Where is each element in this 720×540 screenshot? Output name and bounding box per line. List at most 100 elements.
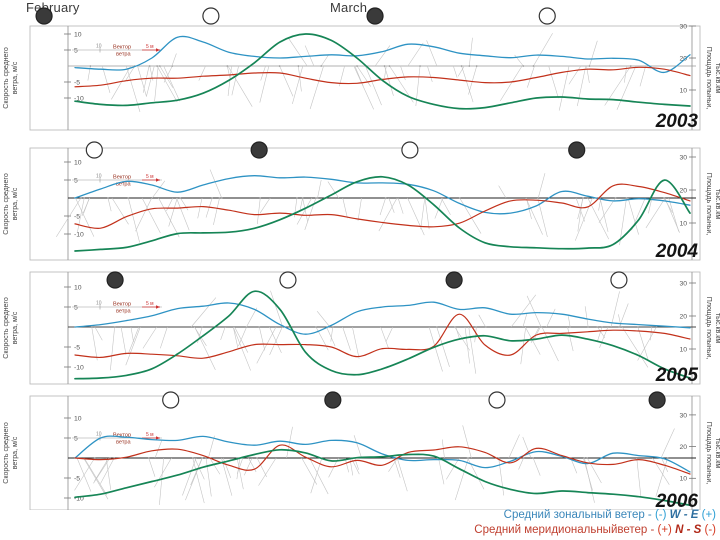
right-axis-label-line2: тыс.кв.км bbox=[714, 313, 720, 343]
new-moon-icon bbox=[324, 391, 342, 409]
wind-tick-label: 5 bbox=[74, 177, 78, 184]
wind-vector-hairlines bbox=[74, 425, 675, 505]
year-label-2003: 2003 bbox=[655, 111, 699, 132]
legend-zonal-sign-pos: (+) bbox=[701, 509, 716, 521]
full-moon-icon bbox=[162, 391, 180, 409]
left-axis-label-line1: Скорость среднего bbox=[3, 173, 10, 235]
wind-vector-hairlines bbox=[56, 169, 680, 246]
vector-legend-label: Вектор bbox=[113, 433, 131, 439]
zonal-wind-line bbox=[74, 301, 691, 335]
panel-frame bbox=[29, 25, 701, 131]
vector-legend-label2: ветра bbox=[116, 309, 132, 315]
polynya-area-line bbox=[74, 175, 691, 252]
full-moon-icon bbox=[538, 7, 556, 25]
panel-frame bbox=[29, 147, 701, 261]
right-axis-label-line2: тыс.кв.км bbox=[714, 438, 720, 468]
right-axis-label-line1: Площадь полыньи, bbox=[705, 297, 712, 359]
vector-legend-tick: 10 bbox=[96, 432, 102, 438]
panel-frame bbox=[29, 395, 701, 510]
legend-merid-text: Средний меридиональныйветер - bbox=[474, 524, 658, 536]
month-label-march: March bbox=[330, 0, 368, 15]
wind-tick-label: 5 bbox=[74, 435, 78, 442]
wind-tick-label: -10 bbox=[74, 364, 84, 371]
meridional-wind-line bbox=[74, 444, 691, 475]
full-moon-icon bbox=[202, 7, 220, 25]
full-moon-icon bbox=[401, 141, 419, 159]
vector-legend-label: Вектор bbox=[113, 302, 131, 308]
left-axis-label-line2: ветра, м/с bbox=[12, 61, 19, 94]
vector-legend-label2: ветра bbox=[116, 440, 132, 446]
legend-merid-sign-pos: (+) bbox=[657, 524, 672, 536]
vector-legend-tick: 10 bbox=[96, 301, 102, 307]
vector-legend-tick: 10 bbox=[96, 174, 102, 180]
area-tick-label: 20 bbox=[679, 444, 687, 451]
year-label-2004: 2004 bbox=[655, 241, 699, 262]
full-moon-icon bbox=[488, 391, 506, 409]
vector-legend-label2: ветра bbox=[116, 182, 132, 188]
legend-zonal-sign-neg: (-) bbox=[654, 509, 667, 521]
legend-zonal-directions: W - E bbox=[669, 509, 699, 521]
wind-tick-label: -10 bbox=[74, 95, 84, 102]
wind-tick-label: 10 bbox=[74, 159, 82, 166]
wind-tick-label: 5 bbox=[74, 304, 78, 311]
meridional-wind-line bbox=[74, 313, 691, 359]
legend-zonal-text: Средний зональный ветер - bbox=[503, 509, 655, 521]
new-moon-icon bbox=[106, 271, 124, 289]
year-label-2006: 2006 bbox=[655, 491, 699, 510]
full-moon-icon bbox=[85, 141, 103, 159]
area-tick-label: 20 bbox=[679, 313, 687, 320]
polynya-area-line bbox=[74, 448, 691, 507]
area-tick-label: 30 bbox=[679, 23, 687, 30]
vector-legend-tick: 10 bbox=[96, 44, 102, 50]
area-tick-label: 10 bbox=[679, 476, 687, 483]
new-moon-icon bbox=[445, 271, 463, 289]
area-tick-label: 30 bbox=[679, 412, 687, 419]
new-moon-icon bbox=[35, 7, 53, 25]
vector-scale-text: 5 м bbox=[146, 432, 154, 438]
polynya-area-line bbox=[74, 33, 691, 110]
right-axis-label-line2: тыс.кв.км bbox=[714, 63, 720, 93]
legend-zonal-wind: Средний зональный ветер - (-) W - E (+) bbox=[0, 508, 716, 523]
wind-tick-label: -5 bbox=[74, 213, 80, 220]
area-tick-label: 20 bbox=[679, 55, 687, 62]
year-label-2005: 2005 bbox=[655, 365, 699, 386]
new-moon-icon bbox=[250, 141, 268, 159]
area-tick-label: 30 bbox=[679, 154, 687, 161]
wind-vector-hairlines bbox=[90, 290, 658, 374]
legend-merid-sign-neg: (-) bbox=[704, 524, 717, 536]
right-axis-label-line2: тыс.кв.км bbox=[714, 189, 720, 219]
area-tick-label: 10 bbox=[679, 220, 687, 227]
vector-legend-label: Вектор bbox=[113, 175, 131, 181]
right-axis-label-line1: Площадь полыньи, bbox=[705, 173, 712, 235]
legend-merid-directions: N - S bbox=[675, 524, 702, 536]
vector-legend-label2: ветра bbox=[116, 52, 132, 58]
wind-tick-label: 5 bbox=[74, 47, 78, 54]
left-axis-label-line2: ветра, м/с bbox=[12, 311, 19, 344]
polynya-area-line bbox=[74, 290, 691, 380]
new-moon-icon bbox=[568, 141, 586, 159]
wind-tick-label: 10 bbox=[74, 31, 82, 38]
meridional-wind-line bbox=[74, 183, 691, 229]
panel-frame bbox=[29, 271, 701, 385]
full-moon-icon bbox=[279, 271, 297, 289]
vector-legend-label: Вектор bbox=[113, 45, 131, 51]
left-axis-label-line2: ветра, м/с bbox=[12, 436, 19, 469]
wind-tick-label: -5 bbox=[74, 79, 80, 86]
zonal-wind-line bbox=[74, 435, 691, 473]
right-axis-label-line1: Площадь полыньи, bbox=[705, 422, 712, 484]
new-moon-icon bbox=[648, 391, 666, 409]
zonal-wind-line bbox=[74, 35, 691, 74]
left-axis-label-line1: Скорость среднего bbox=[3, 422, 10, 484]
left-axis-label-line2: ветра, м/с bbox=[12, 187, 19, 220]
area-tick-label: 20 bbox=[679, 187, 687, 194]
new-moon-icon bbox=[366, 7, 384, 25]
wind-tick-label: -10 bbox=[74, 231, 84, 238]
